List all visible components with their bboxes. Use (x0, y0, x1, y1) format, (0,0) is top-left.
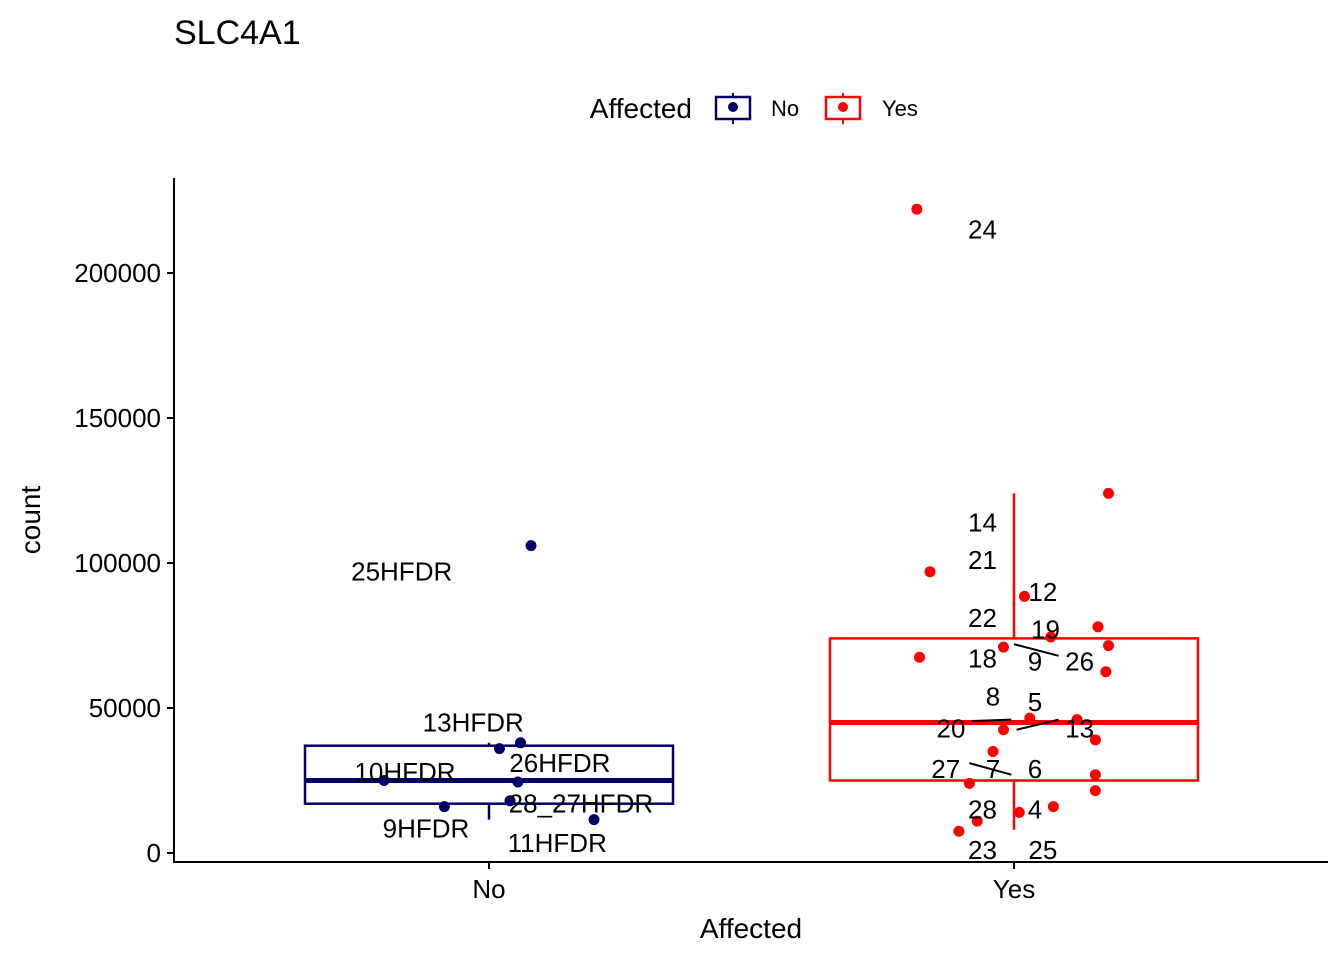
data-label: 25HFDR (351, 557, 452, 587)
data-label: 24 (968, 215, 997, 245)
data-point (924, 566, 936, 578)
box-yes (828, 637, 1200, 782)
data-point (963, 777, 975, 789)
data-label: 4 (1028, 795, 1042, 825)
data-point (378, 775, 390, 786)
legend-label-no: No (771, 96, 799, 121)
data-point (998, 724, 1009, 736)
x-tick-label: Yes (993, 874, 1035, 904)
data-point (1019, 590, 1030, 602)
data-label: 9HFDR (383, 813, 470, 843)
box-no (303, 744, 675, 805)
data-point (987, 746, 999, 757)
data-label: 8 (986, 681, 1000, 711)
plot-area: 25HFDR 13HFDR 26HFDR 28_27HFDR 9HFDR 11HFDR 10… (303, 203, 1200, 865)
legend-title: Affected (590, 93, 692, 124)
data-label: 22 (968, 603, 997, 633)
data-label: 19 (1031, 615, 1060, 645)
legend-label-yes: Yes (882, 96, 918, 121)
data-point (971, 815, 983, 827)
data-label: 21 (968, 545, 997, 575)
x-axis: No Yes (472, 862, 1035, 904)
data-point (1013, 806, 1025, 818)
data-point (911, 203, 923, 215)
data-label: 27 (931, 754, 960, 784)
data-point (998, 641, 1009, 653)
y-axis-title: count (15, 486, 46, 555)
data-label: 7 (986, 754, 1000, 784)
chart-title: SLC4A1 (174, 14, 301, 52)
legend: Affected No Yes (590, 93, 918, 124)
data-point (1089, 734, 1101, 746)
label-connector-0 (1013, 643, 1059, 657)
y-tick-label: 200000 (74, 258, 161, 288)
label-connector-3 (969, 762, 1012, 776)
y-axis: 0 50000 100000 150000 200000 (74, 258, 174, 868)
data-label: 9 (1028, 647, 1042, 677)
x-tick-label: No (472, 874, 505, 904)
data-point (1100, 666, 1112, 678)
data-label: 14 (968, 507, 997, 537)
data-point (1024, 712, 1036, 724)
data-point (438, 801, 450, 813)
data-point (525, 540, 537, 552)
data-point (512, 776, 524, 788)
x-axis-title: Affected (700, 913, 802, 944)
legend-entry-no: No (714, 93, 799, 124)
data-label: 26 (1065, 647, 1094, 677)
data-point (1089, 769, 1101, 781)
data-point (1045, 631, 1057, 643)
data-point (494, 743, 505, 755)
y-tick-label: 100000 (74, 548, 161, 578)
data-label: 18 (968, 644, 997, 674)
data-point (1103, 487, 1114, 499)
legend-entry-yes: Yes (824, 93, 918, 124)
data-point (1092, 621, 1104, 633)
y-tick-label: 150000 (74, 403, 161, 433)
y-tick-label: 0 (147, 838, 161, 868)
data-label: 5 (1028, 687, 1042, 717)
data-label: 23 (968, 835, 997, 865)
data-point (515, 737, 526, 749)
data-point (1047, 801, 1059, 813)
data-label: 10HFDR (354, 757, 455, 787)
data-label: 25 (1028, 835, 1057, 865)
data-label: 26HFDR (509, 748, 610, 778)
y-tick-label: 50000 (89, 693, 161, 723)
data-label: 13HFDR (423, 708, 524, 738)
data-point (953, 825, 965, 837)
data-point (504, 795, 516, 807)
data-label: 28 (968, 795, 997, 825)
legend-key-no-point (728, 102, 738, 112)
data-label: 13 (1065, 713, 1094, 743)
data-label: 28_27HFDR (509, 789, 654, 819)
label-connector-1 (971, 718, 1012, 723)
label-connector-2 (1016, 718, 1059, 731)
data-label: 12 (1028, 577, 1057, 607)
data-label: 6 (1028, 754, 1042, 784)
data-point (914, 651, 925, 663)
data-label: 11HFDR (508, 828, 607, 858)
data-label: 20 (937, 713, 966, 743)
data-point (1071, 714, 1083, 726)
data-point (1089, 785, 1101, 797)
legend-key-yes-point (838, 102, 848, 112)
data-point (588, 814, 600, 826)
data-point (1103, 640, 1114, 652)
